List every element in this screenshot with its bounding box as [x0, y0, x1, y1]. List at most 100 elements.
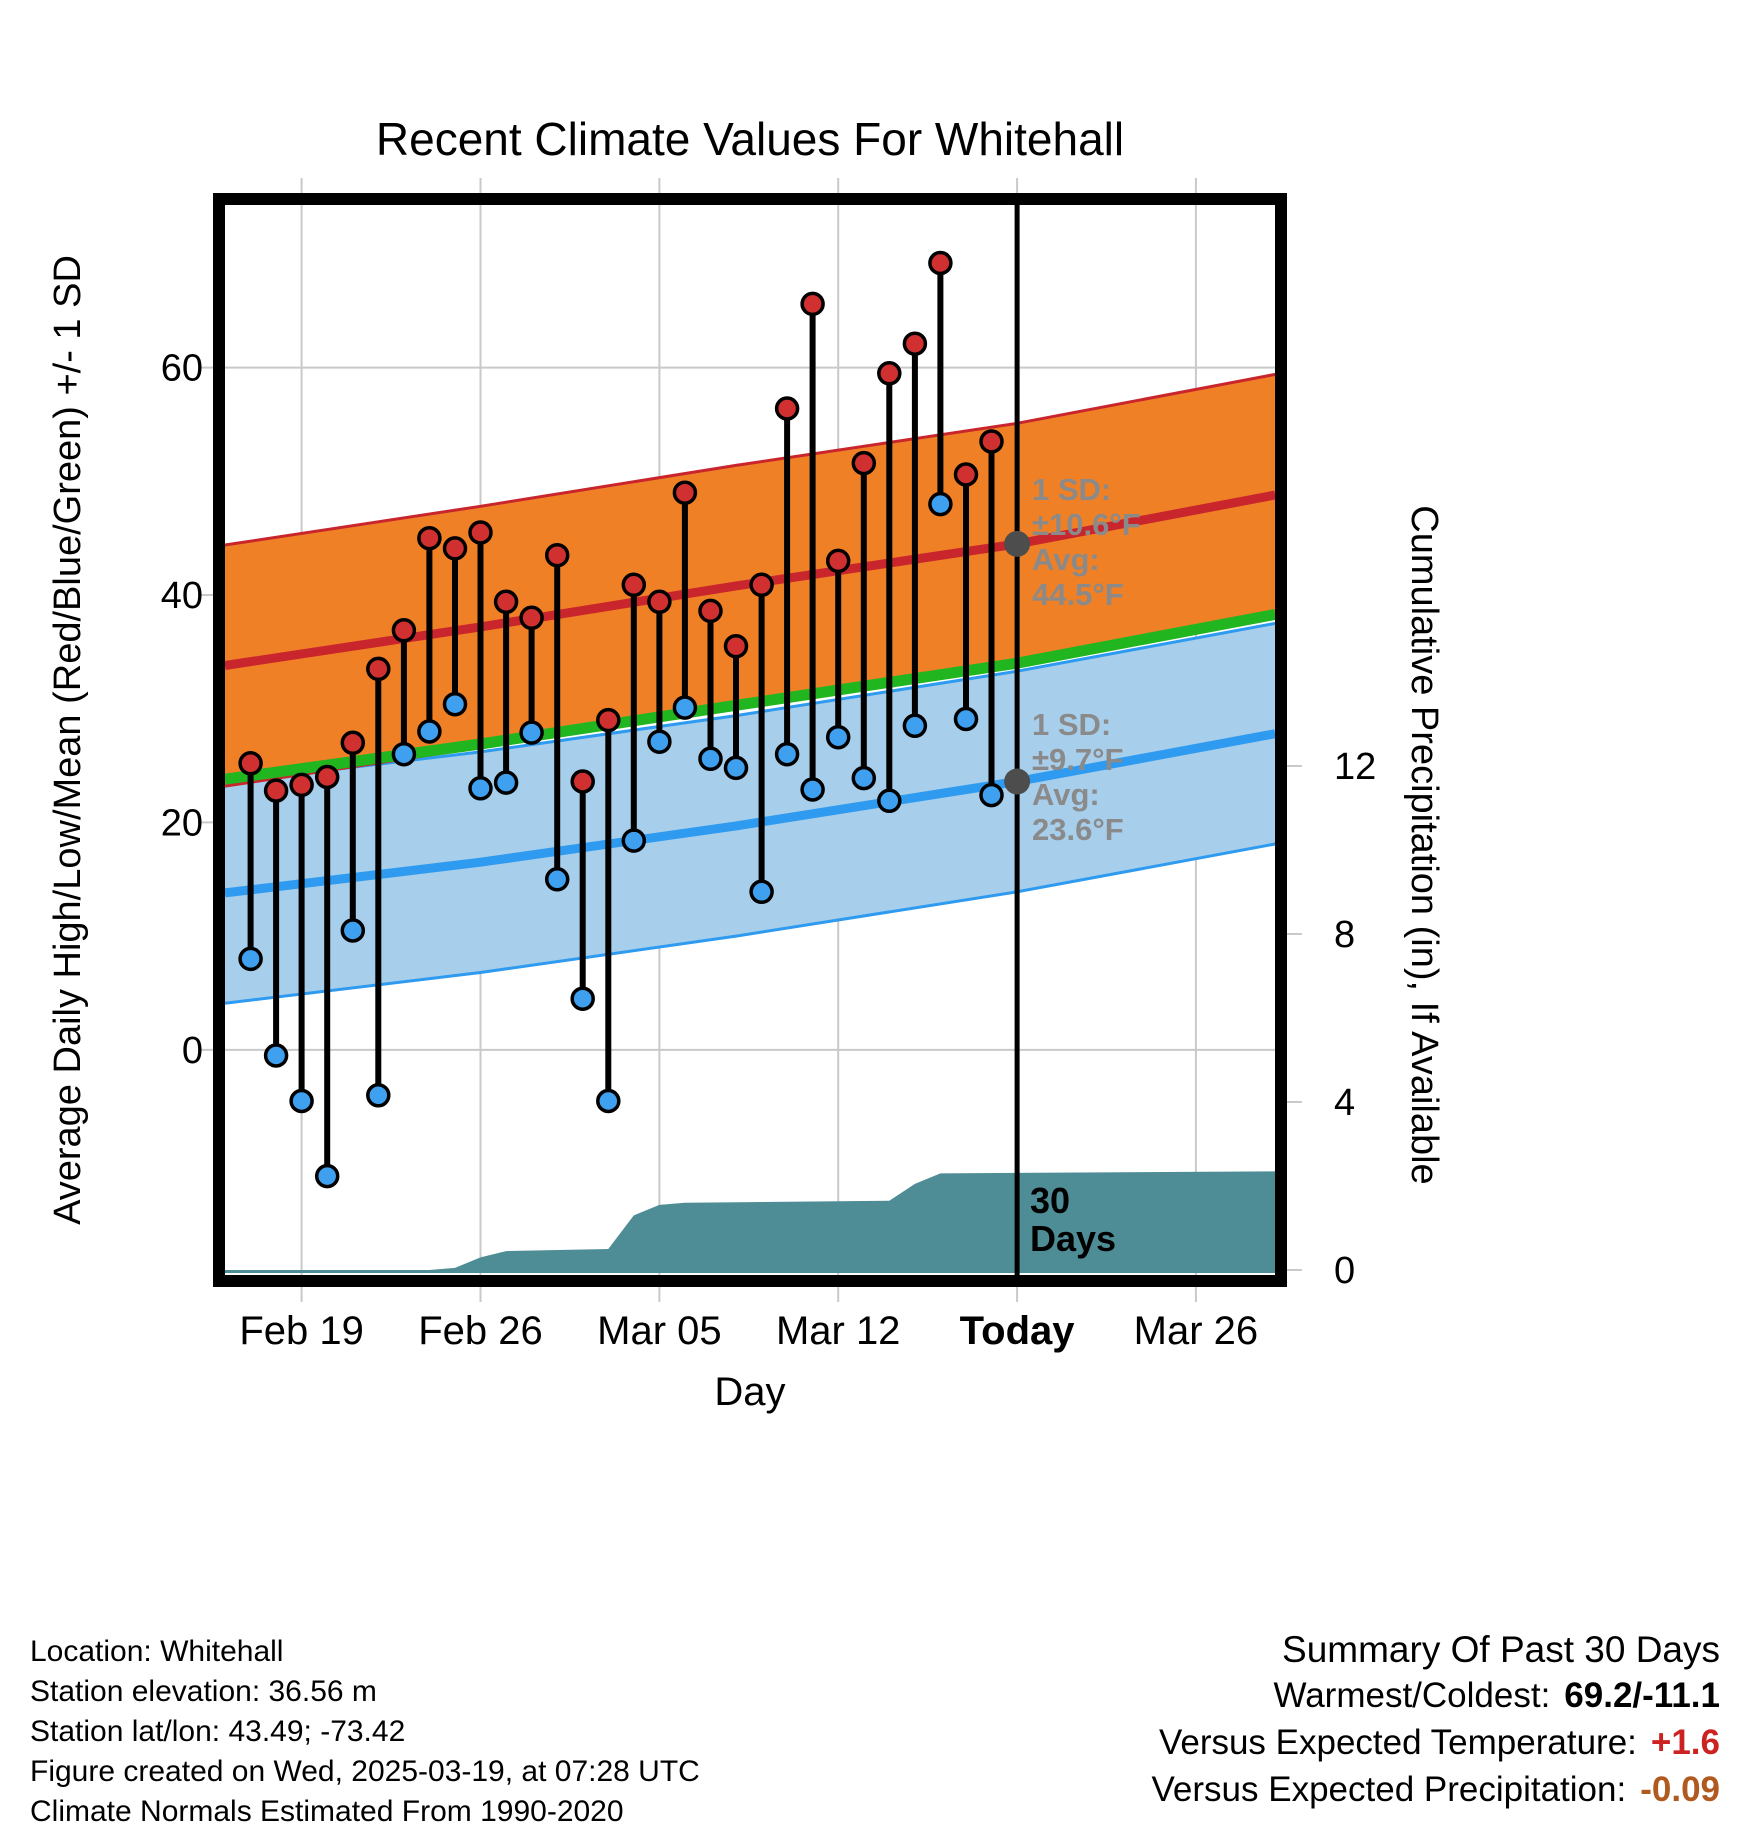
daily-high-dot — [902, 331, 928, 356]
daily-low-dot — [391, 741, 417, 767]
daily-high-dot — [774, 396, 800, 421]
x-tick-label: Feb 26 — [418, 1309, 543, 1353]
daily-low-dot — [519, 720, 544, 745]
x-tick-label: Today — [960, 1309, 1076, 1353]
high-band-top-edge — [224, 372, 1276, 547]
elevation-line: Station elevation: 36.56 m — [30, 1675, 377, 1708]
daily-low-dot — [493, 770, 519, 795]
summary-title: Summary Of Past 30 Days — [1282, 1629, 1720, 1670]
right-tick-label: 4 — [1334, 1082, 1355, 1124]
daily-high-dot — [289, 772, 314, 798]
low-avg-label: Avg: — [1032, 777, 1100, 812]
daily-high-dot — [519, 605, 544, 631]
daily-low-dot — [723, 755, 749, 781]
daily-low-dot — [366, 1083, 391, 1108]
high-avg-value: 44.5°F — [1032, 577, 1124, 612]
daily-low-dot — [621, 828, 647, 853]
daily-low-dot — [749, 879, 774, 905]
daily-high-dot — [953, 462, 979, 487]
daily-high-dot — [570, 769, 595, 794]
daily-high-dot — [468, 520, 493, 545]
daily-low-dot — [263, 1043, 289, 1068]
low-band-bottom-edge — [224, 842, 1276, 1005]
low-normal-line — [224, 729, 1276, 898]
station-metadata: Location: Whitehall Station elevation: 3… — [30, 1632, 700, 1828]
daily-high-dot — [672, 480, 698, 505]
daily-high-dot — [238, 751, 263, 776]
cumulative-precip-area — [225, 1171, 1276, 1273]
daily-low-dot — [774, 741, 800, 767]
latlon-line: Station lat/lon: 43.49; -73.42 — [30, 1715, 406, 1748]
daily-low-dot — [314, 1163, 340, 1189]
daily-high-dot — [800, 291, 825, 317]
low-sd-value: ±9.7°F — [1032, 742, 1123, 777]
high-avg-label: Avg: — [1032, 542, 1100, 577]
daily-low-dot — [979, 782, 1004, 808]
avg-high-marker — [1004, 530, 1031, 557]
x-axis-label: Day — [714, 1370, 785, 1414]
daily-high-dot — [417, 525, 442, 551]
daily-high-dot — [596, 707, 621, 733]
daily-high-dot — [493, 589, 519, 615]
daily-low-dot — [851, 765, 877, 791]
right-tick-label: 12 — [1334, 746, 1376, 788]
x-tick-label: Mar 12 — [776, 1309, 901, 1353]
left-tick-label: 20 — [161, 802, 203, 844]
daily-low-dot — [800, 777, 825, 802]
daily-high-dot — [979, 429, 1004, 454]
period-label: 30 Days — [1030, 1180, 1116, 1259]
vs-precipitation-label: Versus Expected Precipitation: — [1151, 1770, 1627, 1809]
daily-low-dot — [902, 713, 928, 739]
daily-high-dot — [391, 618, 417, 643]
vs-temperature-value: +1.6 — [1650, 1723, 1720, 1762]
daily-high-dot — [621, 572, 647, 598]
warmest-coldest-label: Warmest/Coldest: — [1273, 1676, 1551, 1715]
daily-high-dot — [749, 572, 774, 598]
right-axis-label: Cumulative Precipitation (in), If Availa… — [1403, 505, 1445, 1184]
tick-labels: Feb 19 Feb 26 Mar 05 Mar 12 Today Mar 2602040… — [161, 348, 1377, 1353]
daily-low-dot — [340, 918, 366, 943]
daily-low-dot — [698, 746, 723, 772]
low-avg-value: 23.6°F — [1032, 812, 1124, 847]
daily-high-dot — [723, 633, 749, 659]
chart-title: Recent Climate Values For Whitehall — [376, 113, 1124, 165]
avg-low-marker — [1004, 768, 1031, 795]
summary-row-vs-precipitation: Versus Expected Precipitation: -0.09 — [1152, 1766, 1721, 1813]
daily-high-dot — [366, 656, 391, 682]
high-normal-annotation: 1 SD: ±10.6°F Avg: 44.5°F — [1032, 472, 1141, 612]
daily-high-dot — [928, 250, 953, 276]
daily-high-dot — [851, 450, 877, 476]
low-normal-band — [225, 623, 1276, 1004]
normals-line: Climate Normals Estimated From 1990-2020 — [30, 1795, 624, 1828]
x-tick-label: Mar 05 — [597, 1309, 722, 1353]
daily-low-dot — [928, 491, 953, 517]
high-normal-line — [224, 490, 1276, 670]
daily-high-dot — [263, 778, 289, 803]
warmest-coldest-value: 69.2/-11.1 — [1564, 1676, 1720, 1715]
summary-row-warmest-coldest: Warmest/Coldest: 69.2/-11.1 — [1152, 1672, 1720, 1719]
daily-high-dot — [340, 730, 366, 756]
daily-high-dot — [877, 361, 902, 386]
daily-low-dot — [825, 724, 851, 750]
summary-row-vs-temperature: Versus Expected Temperature: +1.6 — [1152, 1719, 1720, 1766]
daily-low-dot — [570, 986, 595, 1011]
x-tick-label: Mar 26 — [1134, 1309, 1259, 1353]
daily-high-dot — [698, 598, 723, 624]
period-line2: Days — [1030, 1218, 1116, 1259]
daily-high-dot — [825, 548, 851, 574]
daily-high-dot — [647, 589, 672, 615]
x-tick-label: Feb 19 — [239, 1309, 364, 1353]
high-sd-label: 1 SD: — [1032, 472, 1111, 507]
vs-precipitation-value: -0.09 — [1640, 1770, 1720, 1809]
plot-border — [213, 193, 1287, 1287]
low-normal-annotation: 1 SD: ±9.7°F Avg: 23.6°F — [1032, 707, 1124, 847]
right-tick-label: 0 — [1334, 1250, 1355, 1292]
daily-low-dot — [289, 1088, 314, 1114]
daily-low-dot — [238, 946, 263, 972]
chart-layer — [224, 205, 1277, 1275]
daily-low-dot — [468, 776, 493, 801]
daily-high-dot — [544, 542, 570, 568]
period-line1: 30 — [1030, 1180, 1070, 1221]
